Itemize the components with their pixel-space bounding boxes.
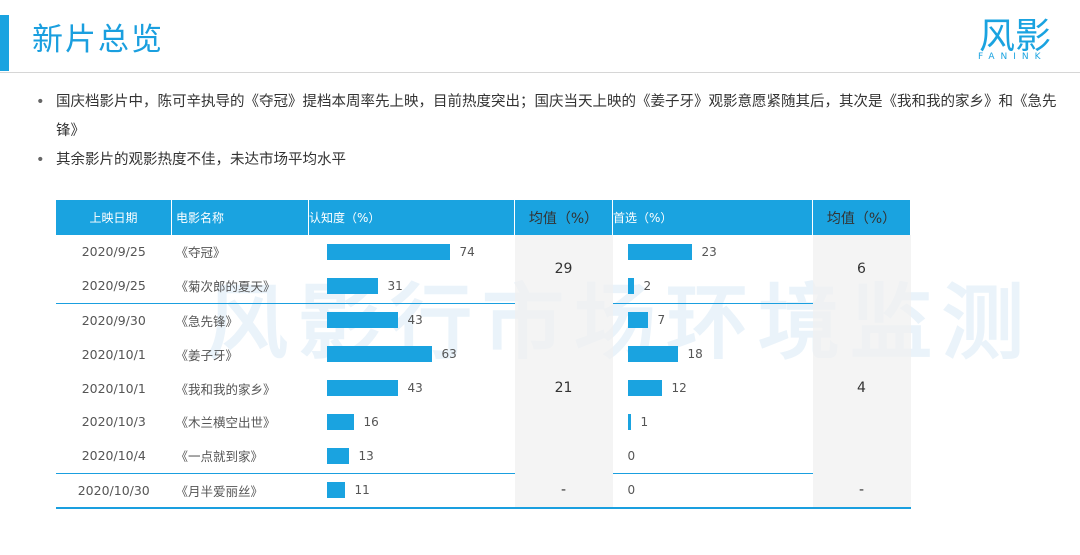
table-row: 2020/10/1 《我和我的家乡》 43 12 [56,371,911,405]
awareness-cell: 63 [309,337,515,371]
logo-text: 风影 [979,16,1051,57]
first-choice-cell: 23 [613,235,813,269]
awareness-group-avg: 29 [514,235,613,304]
first-choice-cell: 0 [612,438,813,474]
first-choice-group-avg: - [812,473,911,510]
first-choice-group-avg: 4 [812,303,911,474]
film-name: 《急先锋》 [175,313,239,329]
bullet-item: 其余影片的观影热度不佳，未达市场平均水平 [34,146,1069,175]
first-choice-value: 23 [701,244,717,259]
header-first-choice-avg: 均值（%） [812,200,911,235]
release-date: 2020/9/30 [81,312,146,328]
awareness-bar [326,447,349,464]
first-choice-cell: 1 [613,405,813,439]
bullet-item: 国庆档影片中，陈可辛执导的《夺冠》提档本周率先上映，目前热度突出；国庆当天上映的… [34,88,1069,146]
awareness-cell: 16 [309,405,515,439]
awareness-group-avg: - [514,473,613,510]
table-row: 2020/10/4 《一点就到家》 13 0 [56,438,911,474]
first-choice-cell: 2 [612,268,813,304]
film-name: 《姜子牙》 [175,347,239,363]
first-choice-value: 18 [687,347,703,362]
header-awareness: 认知度（%） [308,200,515,235]
accent-bar [0,15,9,71]
bullet-list: 国庆档影片中，陈可辛执导的《夺冠》提档本周率先上映，目前热度突出；国庆当天上映的… [34,88,1069,175]
table-row: 2020/9/25 《菊次郎的夏天》 31 2 [56,268,911,304]
first-choice-value: 12 [671,381,687,396]
table-row: 2020/10/30 《月半爱丽丝》 11 - 0 - [56,473,911,510]
first-choice-cell: 18 [613,337,813,371]
film-name: 《我和我的家乡》 [175,381,276,397]
awareness-cell: 11 [308,473,515,510]
awareness-value: 13 [358,448,374,463]
film-name: 《夺冠》 [175,245,226,261]
first-choice-cell: 7 [613,303,813,337]
awareness-bar [326,243,450,260]
fanink-logo: 风影 [979,16,1051,57]
release-date: 2020/10/30 [56,473,172,510]
film-name: 《菊次郎的夏天》 [171,268,309,304]
awareness-bar [326,380,398,397]
awareness-bar [326,413,354,430]
table-header-row: 上映日期 电影名称 认知度（%） 均值（%） 首选（%） 均值（%） [56,200,911,235]
header-awareness-avg: 均值（%） [514,200,613,235]
first-choice-value: 0 [627,448,636,463]
release-date: 2020/9/25 [56,268,172,304]
awareness-cell: 13 [308,438,515,474]
release-date: 2020/10/1 [81,346,146,362]
table-row: 2020/10/3 《木兰横空出世》 16 1 [56,405,911,439]
page-title: 新片总览 [32,22,164,58]
first-choice-bar [627,346,678,363]
awareness-value: 43 [407,381,423,396]
awareness-value: 11 [354,483,370,498]
awareness-value: 16 [363,414,379,429]
awareness-cell: 43 [309,371,515,405]
table-row: 2020/10/1 《姜子牙》 63 18 [56,337,911,371]
first-choice-value: 7 [657,313,666,328]
release-date: 2020/10/3 [81,414,146,430]
film-name: 《月半爱丽丝》 [171,473,309,510]
new-films-table: 上映日期 电影名称 认知度（%） 均值（%） 首选（%） 均值（%） 2020/… [56,200,911,510]
film-name: 《木兰横空出世》 [175,415,276,431]
awareness-bar [326,277,378,294]
first-choice-value: 1 [640,414,649,429]
awareness-value: 43 [407,313,423,328]
table-row: 2020/9/25 《夺冠》 74 29 23 6 [56,235,911,304]
awareness-bar [326,482,345,499]
first-choice-cell: 12 [613,371,813,405]
logo-subtitle: FANINK [978,52,1047,62]
film-name: 《一点就到家》 [171,438,309,474]
awareness-value: 63 [441,347,457,362]
table-row: 2020/9/30 《急先锋》 43 21 7 4 [56,303,911,474]
header-first-choice: 首选（%） [612,200,813,235]
release-date: 2020/9/25 [81,244,146,260]
awareness-bar [326,346,432,363]
header-film-name: 电影名称 [171,200,309,235]
awareness-value: 74 [459,244,475,259]
first-choice-group-avg: 6 [812,235,911,304]
release-date: 2020/10/1 [81,380,146,396]
first-choice-bar [627,413,631,430]
header-divider [0,72,1080,73]
awareness-cell: 43 [309,303,515,337]
first-choice-value: 0 [627,483,636,498]
header-release-date: 上映日期 [56,200,172,235]
awareness-value: 31 [387,278,403,293]
first-choice-bar [627,312,648,329]
first-choice-value: 2 [643,278,652,293]
awareness-group-avg: 21 [514,303,613,474]
awareness-cell: 74 [309,235,515,269]
first-choice-bar [627,243,692,260]
first-choice-bar [627,277,634,294]
first-choice-bar [627,380,662,397]
first-choice-cell: 0 [612,473,813,510]
release-date: 2020/10/4 [56,438,172,474]
awareness-bar [326,312,398,329]
awareness-cell: 31 [308,268,515,304]
